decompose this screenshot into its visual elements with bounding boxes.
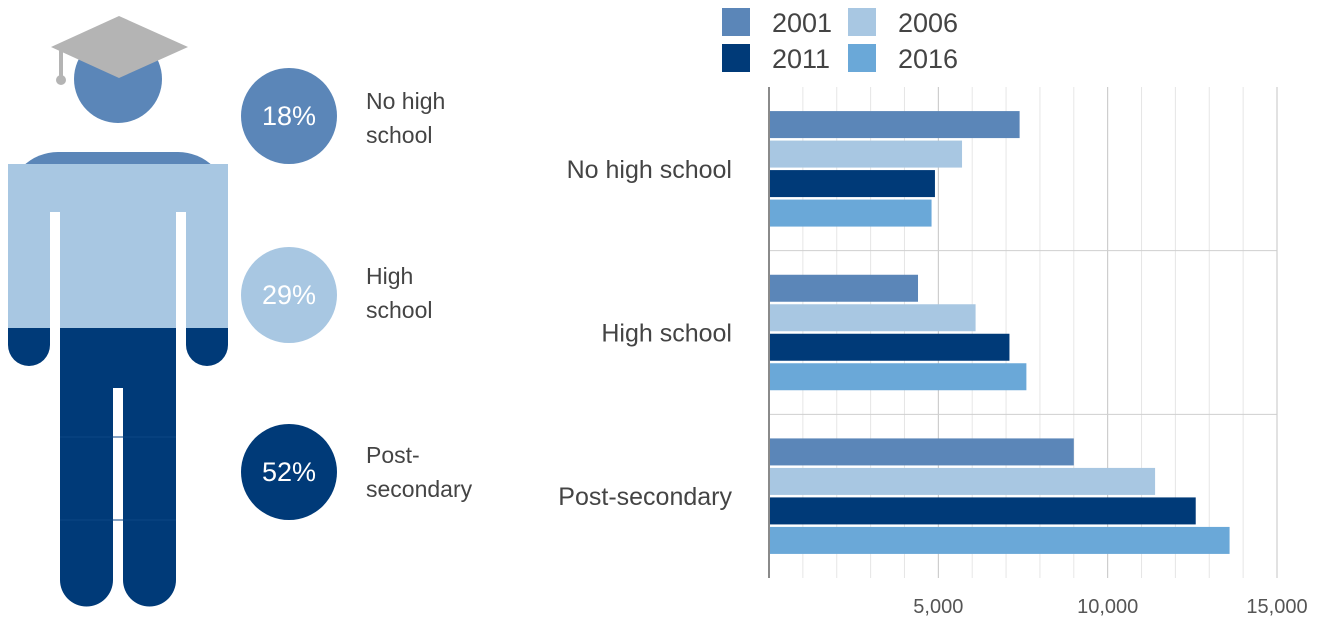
segment-label-line1: Post- xyxy=(366,442,420,468)
category-label: High school xyxy=(601,320,732,348)
percent-circle-no-high-school: 18% xyxy=(241,68,337,164)
segment-label-high-school: High school xyxy=(366,259,506,327)
legend-swatch-2011 xyxy=(722,44,750,72)
segment-label-line1: No high xyxy=(366,88,446,114)
bar-2001-2 xyxy=(770,438,1074,466)
person-torso-mid xyxy=(8,164,228,328)
x-tick-label: 10,000 xyxy=(1077,596,1138,618)
percent-value: 29% xyxy=(261,279,317,310)
bar-2011-1 xyxy=(770,333,1010,361)
legend-swatch-2006 xyxy=(848,8,876,36)
segment-label-line1: High xyxy=(366,263,414,289)
person-figure xyxy=(8,16,228,607)
segment-label-line2: school xyxy=(366,297,433,323)
person-torso-bottom-right-arm xyxy=(186,328,228,366)
legend-swatch-2001 xyxy=(722,8,750,36)
person-torso-bottom xyxy=(60,328,176,388)
person-torso-bottom-left-arm xyxy=(8,328,50,366)
bar-2006-1 xyxy=(770,304,976,332)
bar-2001-0 xyxy=(770,111,1020,139)
bar-2006-0 xyxy=(770,140,963,168)
segment-label-line2: school xyxy=(366,122,433,148)
graduation-cap-icon xyxy=(51,16,188,85)
bar-2011-2 xyxy=(770,497,1196,525)
bar-2001-1 xyxy=(770,274,919,302)
bar-2011-0 xyxy=(770,170,935,198)
person-right-leg xyxy=(123,388,176,607)
person-icon xyxy=(8,35,228,607)
legend-label-2011: 2011 xyxy=(772,44,830,74)
percent-value: 18% xyxy=(261,100,317,131)
segment-label-no-high-school: No high school xyxy=(366,84,506,152)
legend-label-2006: 2006 xyxy=(898,8,958,38)
legend-swatch-2016 xyxy=(848,44,876,72)
x-tick-label: 15,000 xyxy=(1246,596,1307,618)
percent-circle-high-school: 29% xyxy=(241,247,337,343)
category-label: Post-secondary xyxy=(558,483,732,511)
legend-label-2016: 2016 xyxy=(898,44,958,74)
segment-label-post-secondary: Post- secondary xyxy=(366,438,506,506)
x-tick-label: 5,000 xyxy=(913,596,963,618)
bar-2016-1 xyxy=(770,363,1027,391)
person-left-leg xyxy=(60,388,113,607)
segment-label-line2: secondary xyxy=(366,476,473,502)
category-label: No high school xyxy=(567,156,732,184)
bar-2016-2 xyxy=(770,526,1230,554)
percent-circle-post-secondary: 52% xyxy=(241,424,337,520)
bar-2006-2 xyxy=(770,467,1156,495)
percent-value: 52% xyxy=(261,456,317,487)
legend-label-2001: 2001 xyxy=(772,8,832,38)
bar-2016-0 xyxy=(770,199,932,227)
